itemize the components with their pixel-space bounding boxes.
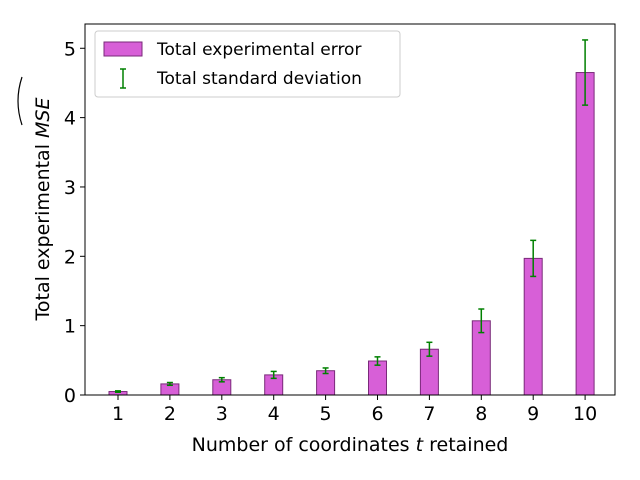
error-bars-group xyxy=(115,39,589,393)
bars-group xyxy=(108,72,595,396)
x-tick-label-10: 10 xyxy=(573,403,597,425)
y-tick-label-3: 3 xyxy=(64,177,76,199)
bar-5 xyxy=(316,370,336,396)
legend-frame xyxy=(94,30,401,98)
error-bar-4 xyxy=(270,370,277,380)
bar-10 xyxy=(575,72,595,396)
plot-area-frame xyxy=(84,23,616,396)
legend-swatch-bar xyxy=(103,41,143,57)
y-tick-label-0: 0 xyxy=(64,385,76,407)
svg-text:Total experimental MSE: Total experimental MSE xyxy=(32,98,54,322)
x-tick-label-1: 1 xyxy=(112,403,124,425)
error-bar-7 xyxy=(426,341,433,357)
x-tick-label-6: 6 xyxy=(371,403,383,425)
legend-swatch-error xyxy=(120,68,126,89)
y-axis-label: Total experimental MSE xyxy=(17,76,54,322)
x-tick-label-5: 5 xyxy=(320,403,332,425)
error-bar-2 xyxy=(166,381,173,387)
y-axis-label-hat xyxy=(17,76,23,126)
error-bar-8 xyxy=(478,308,485,334)
error-bar-3 xyxy=(218,376,225,383)
x-tick-label-3: 3 xyxy=(216,403,228,425)
error-bar-1 xyxy=(115,390,121,393)
legend-label-error: Total standard deviation xyxy=(156,69,362,89)
legend-label-bar: Total experimental error xyxy=(156,40,361,60)
error-bar-6 xyxy=(374,356,381,366)
x-axis-label: Number of coordinates t retained xyxy=(192,434,509,456)
error-bar-5 xyxy=(322,367,329,375)
legend: Total experimental error Total standard … xyxy=(94,30,401,98)
x-axis-ticks: 1 2 3 4 5 6 7 8 9 10 xyxy=(112,395,597,425)
bar-6 xyxy=(368,360,387,396)
x-tick-label-8: 8 xyxy=(475,403,487,425)
y-axis-ticks: 0 1 2 3 4 5 xyxy=(64,38,85,407)
x-tick-label-7: 7 xyxy=(423,403,435,425)
y-tick-label-1: 1 xyxy=(64,316,76,338)
x-tick-label-9: 9 xyxy=(527,403,539,425)
y-tick-label-5: 5 xyxy=(64,38,76,60)
bar-9 xyxy=(523,257,543,396)
error-bar-10 xyxy=(582,39,589,106)
y-tick-label-2: 2 xyxy=(64,246,76,268)
y-tick-label-4: 4 xyxy=(64,108,76,130)
x-tick-label-2: 2 xyxy=(164,403,176,425)
x-tick-label-4: 4 xyxy=(268,403,280,425)
error-bar-9 xyxy=(530,239,537,278)
